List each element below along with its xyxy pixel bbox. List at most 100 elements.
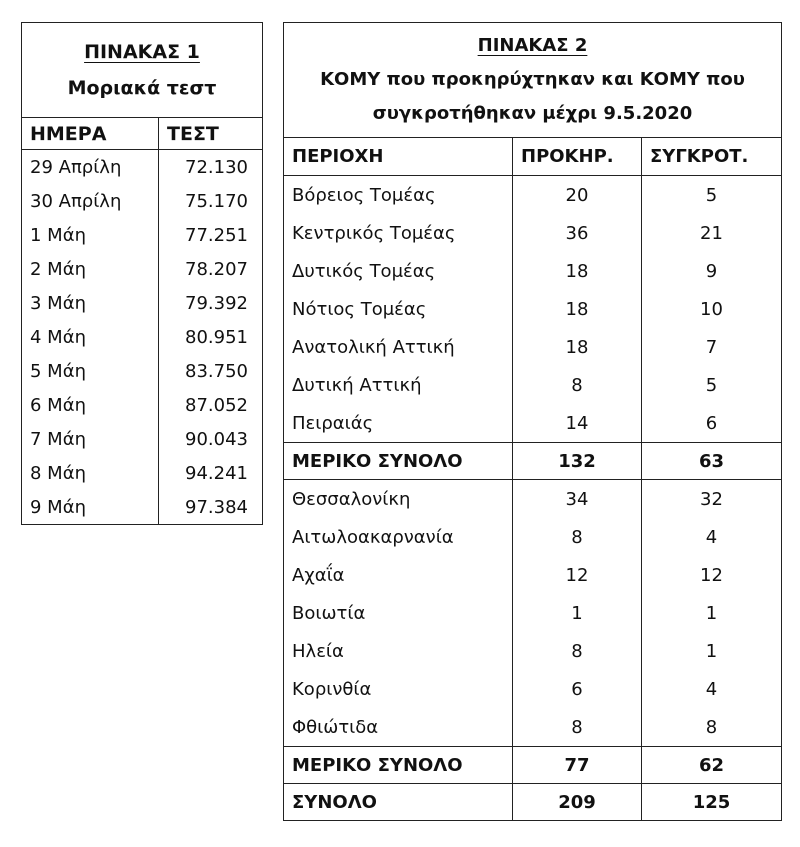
cell-label: 1 Μάη: [21, 218, 159, 252]
cell-value-1: 18: [512, 328, 642, 366]
cell-value-2: 1: [705, 602, 718, 624]
table-row: Θεσσαλονίκη 34 32: [283, 479, 782, 518]
table-1-subtitle: Μοριακά τεστ: [67, 77, 217, 99]
cell-value-1: 18: [512, 290, 642, 328]
table-2-subtitle-line2: συγκροτήθηκαν μέχρι 9.5.2020: [372, 103, 693, 124]
table-row: Νότιος Τομέας 18 10: [283, 290, 782, 328]
cell-label: 4 Μάη: [21, 320, 159, 354]
cell-value-2: 9: [705, 260, 718, 282]
cell-label: 5 Μάη: [21, 354, 159, 388]
cell-label: 2 Μάη: [21, 252, 159, 286]
table-row: 9 Μάη 97.384: [21, 490, 263, 525]
cell-label: Φθιώτιδα: [283, 708, 513, 747]
cell-value-1: 20: [512, 175, 642, 214]
table-row: Δυτική Αττική 8 5: [283, 366, 782, 404]
table-row: Βόρειος Τομέας 20 5: [283, 175, 782, 214]
table-row: 1 Μάη 77.251: [21, 218, 263, 252]
table-row: Αχαΐα 12 12: [283, 556, 782, 594]
cell-label: Βοιωτία: [283, 594, 513, 632]
cell-label: Ηλεία: [283, 632, 513, 670]
cell-value-1: 209: [512, 783, 642, 821]
cell-value-1: 132: [512, 442, 642, 480]
cell-value-1: 18: [512, 252, 642, 290]
cell-label: 3 Μάη: [21, 286, 159, 320]
cell-value-2: 5: [705, 374, 718, 396]
cell-value-1: 8: [512, 366, 642, 404]
table-row: 29 Απρίλη 72.130: [21, 149, 263, 184]
cell-value-2: 125: [641, 783, 782, 821]
table-row: Αιτωλοακαρνανία 8 4: [283, 518, 782, 556]
cell-value-2: 7: [705, 336, 718, 358]
cell-label: ΣΥΝΟΛΟ: [283, 783, 513, 821]
cell-label: Βόρειος Τομέας: [283, 175, 513, 214]
cell-value-1: 83.750: [185, 360, 248, 382]
cell-value-1: 75.170: [185, 190, 248, 212]
cell-value-1: 34: [512, 479, 642, 518]
cell-label: Ανατολική Αττική: [283, 328, 513, 366]
table-row: 6 Μάη 87.052: [21, 388, 263, 422]
table-row: Κεντρικός Τομέας 36 21: [283, 214, 782, 252]
cell-label: Κορινθία: [283, 670, 513, 708]
cell-label: 7 Μάη: [21, 422, 159, 456]
cell-value-2: 6: [705, 412, 718, 434]
total-row: ΣΥΝΟΛΟ 209 125: [283, 783, 782, 821]
cell-value-1: 90.043: [185, 428, 248, 450]
cell-value-2: 32: [700, 488, 723, 510]
table-row: Πειραιάς 14 6: [283, 404, 782, 443]
table-row: Βοιωτία 1 1: [283, 594, 782, 632]
table-row: 8 Μάη 94.241: [21, 456, 263, 490]
cell-value-2: 1: [705, 640, 718, 662]
table-row: Ανατολική Αττική 18 7: [283, 328, 782, 366]
cell-label: ΜΕΡΙΚΟ ΣΥΝΟΛΟ: [283, 442, 513, 480]
cell-value-1: 87.052: [185, 394, 248, 416]
cell-value-2: 10: [700, 298, 723, 320]
cell-label: Αιτωλοακαρνανία: [283, 518, 513, 556]
cell-value-1: 80.951: [185, 326, 248, 348]
cell-value-1: 1: [512, 594, 642, 632]
subtotal-row: ΜΕΡΙΚΟ ΣΥΝΟΛΟ 77 62: [283, 746, 782, 784]
table-2-komy: ΠΙΝΑΚΑΣ 2 ΚΟΜΥ που προκηρύχτηκαν και ΚΟΜ…: [283, 22, 782, 821]
table-1-title: ΠΙΝΑΚΑΣ 1: [84, 41, 200, 63]
column-header-tests: ΤΕΣΤ: [158, 117, 263, 150]
cell-label: Αχαΐα: [283, 556, 513, 594]
subtotal-row: ΜΕΡΙΚΟ ΣΥΝΟΛΟ 132 63: [283, 442, 782, 480]
cell-label: Δυτική Αττική: [283, 366, 513, 404]
cell-value-2: 5: [705, 184, 718, 206]
table-row: 7 Μάη 90.043: [21, 422, 263, 456]
cell-value-2: 63: [641, 442, 782, 480]
cell-value-1: 6: [512, 670, 642, 708]
table-2-subtitle-line1: ΚΟΜΥ που προκηρύχτηκαν και ΚΟΜΥ που: [320, 69, 745, 90]
cell-value-2: 62: [641, 746, 782, 784]
table-2-title: ΠΙΝΑΚΑΣ 2: [477, 35, 588, 56]
table-row: Φθιώτιδα 8 8: [283, 708, 782, 747]
column-header-day: ΗΜΕΡΑ: [21, 117, 159, 150]
cell-value-1: 8: [512, 518, 642, 556]
table-row: 5 Μάη 83.750: [21, 354, 263, 388]
cell-label: Πειραιάς: [283, 404, 513, 443]
cell-value-2: 4: [705, 678, 718, 700]
cell-value-1: 72.130: [185, 156, 248, 178]
table-row: Δυτικός Τομέας 18 9: [283, 252, 782, 290]
cell-label: 6 Μάη: [21, 388, 159, 422]
cell-label: 8 Μάη: [21, 456, 159, 490]
cell-value-1: 78.207: [185, 258, 248, 280]
cell-value-1: 77: [512, 746, 642, 784]
cell-value-1: 79.392: [185, 292, 248, 314]
table-row: Κορινθία 6 4: [283, 670, 782, 708]
cell-label: Νότιος Τομέας: [283, 290, 513, 328]
cell-value-2: 4: [705, 526, 718, 548]
table-row: 3 Μάη 79.392: [21, 286, 263, 320]
cell-value-2: 8: [705, 716, 718, 738]
cell-value-1: 8: [512, 708, 642, 747]
cell-label: 9 Μάη: [21, 490, 159, 525]
cell-label: ΜΕΡΙΚΟ ΣΥΝΟΛΟ: [283, 746, 513, 784]
cell-value-1: 97.384: [185, 496, 248, 518]
table-row: 4 Μάη 80.951: [21, 320, 263, 354]
column-header-announced: ΠΡΟΚΗΡ.: [512, 137, 642, 176]
cell-label: 30 Απρίλη: [21, 184, 159, 218]
cell-value-1: 12: [512, 556, 642, 594]
cell-value-1: 77.251: [185, 224, 248, 246]
table-row: 30 Απρίλη 75.170: [21, 184, 263, 218]
cell-value-1: 94.241: [185, 462, 248, 484]
cell-label: Δυτικός Τομέας: [283, 252, 513, 290]
